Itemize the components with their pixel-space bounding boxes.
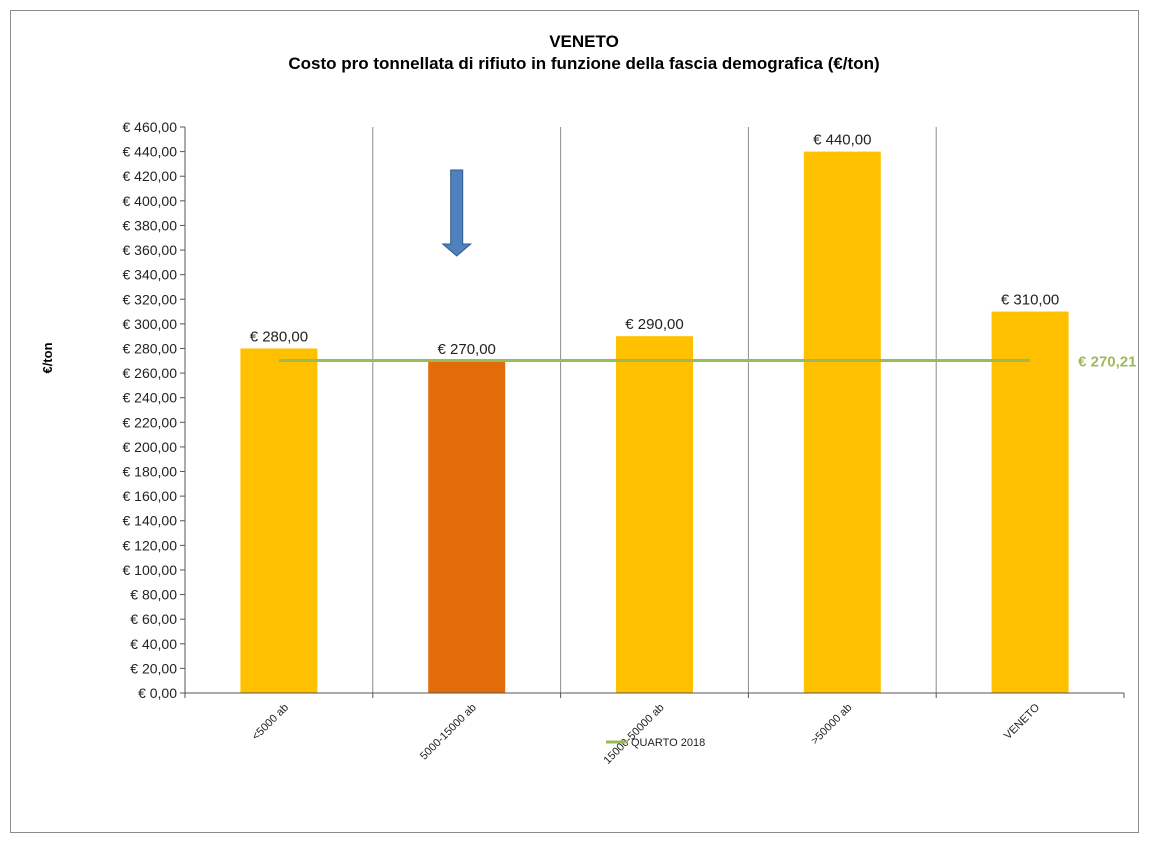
y-tick-label: € 240,00 xyxy=(123,390,178,406)
y-tick-label: € 460,00 xyxy=(123,119,178,135)
y-tick-label: € 160,00 xyxy=(123,488,178,504)
bar xyxy=(991,311,1069,693)
x-tick-label: 15000-50000 ab xyxy=(601,702,666,767)
bar-data-label: € 280,00 xyxy=(250,328,308,345)
y-tick-label: € 80,00 xyxy=(130,587,177,603)
y-tick-label: € 180,00 xyxy=(123,464,178,480)
y-tick-label: € 320,00 xyxy=(123,291,178,307)
y-axis-label: €/ton xyxy=(40,342,55,373)
x-tick-label: VENETO xyxy=(1002,701,1043,742)
bar xyxy=(616,336,693,693)
y-tick-label: € 100,00 xyxy=(123,562,178,578)
reference-line-label: € 270,21 xyxy=(1078,354,1136,371)
bar xyxy=(428,360,506,693)
y-tick-label: € 140,00 xyxy=(123,513,178,529)
legend-label: QUARTO 2018 xyxy=(631,737,705,749)
bar xyxy=(803,151,881,693)
y-tick-label: € 380,00 xyxy=(123,217,178,233)
y-tick-label: € 200,00 xyxy=(123,439,178,455)
y-tick-label: € 360,00 xyxy=(123,242,178,258)
highlight-arrow-icon xyxy=(441,169,473,257)
chart-frame: VENETO Costo pro tonnellata di rifiuto i… xyxy=(10,10,1139,833)
y-tick-label: € 400,00 xyxy=(123,193,178,209)
chart-title: VENETO xyxy=(549,32,619,51)
y-tick-label: € 120,00 xyxy=(123,537,178,553)
y-tick-label: € 280,00 xyxy=(123,340,178,356)
y-tick-label: € 60,00 xyxy=(130,611,177,627)
x-tick-label: <5000 ab xyxy=(250,702,291,743)
y-tick-label: € 340,00 xyxy=(123,267,178,283)
bar-chart: VENETO Costo pro tonnellata di rifiuto i… xyxy=(40,32,1136,767)
bar-data-label: € 290,00 xyxy=(625,316,683,333)
bar-data-label: € 270,00 xyxy=(438,341,496,358)
x-tick-label: 5000-15000 ab xyxy=(418,702,479,763)
bar xyxy=(240,348,318,693)
chart-subtitle: Costo pro tonnellata di rifiuto in funzi… xyxy=(288,54,879,73)
y-tick-label: € 260,00 xyxy=(123,365,178,381)
y-tick-label: € 20,00 xyxy=(130,660,177,676)
y-tick-label: € 40,00 xyxy=(130,636,177,652)
y-tick-label: € 440,00 xyxy=(123,144,178,160)
bar-data-label: € 310,00 xyxy=(1001,292,1059,309)
y-tick-label: € 300,00 xyxy=(123,316,178,332)
y-tick-label: € 420,00 xyxy=(123,168,178,184)
bar-data-label: € 440,00 xyxy=(813,132,871,149)
y-tick-label: € 0,00 xyxy=(138,685,177,701)
x-tick-label: >50000 ab xyxy=(809,702,854,747)
y-tick-label: € 220,00 xyxy=(123,414,178,430)
